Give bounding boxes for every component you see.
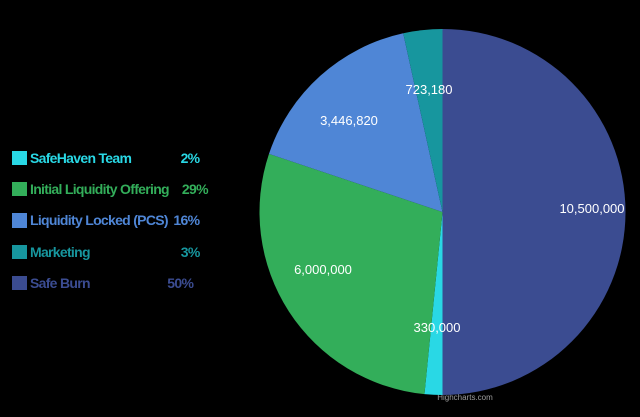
svg-text:3,446,820: 3,446,820 bbox=[320, 113, 378, 128]
svg-text:10,500,000: 10,500,000 bbox=[559, 201, 624, 216]
svg-text:723,180: 723,180 bbox=[406, 82, 453, 97]
svg-text:330,000: 330,000 bbox=[414, 320, 461, 335]
svg-text:6,000,000: 6,000,000 bbox=[294, 262, 352, 277]
